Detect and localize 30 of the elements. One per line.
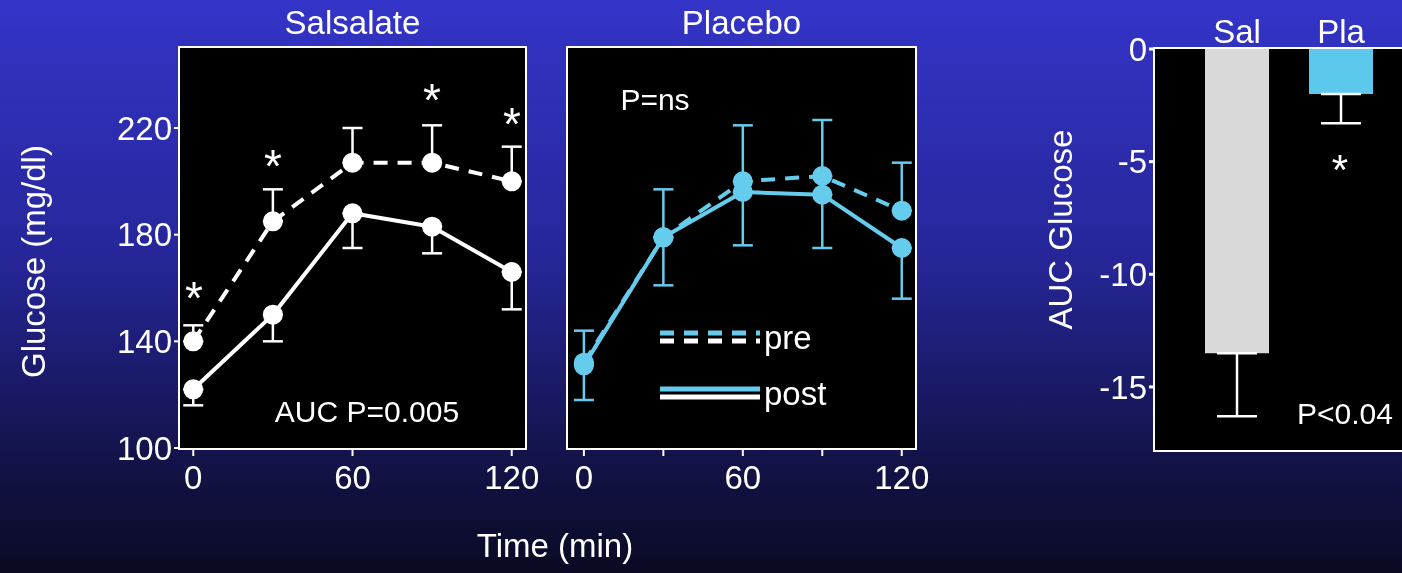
annotation: AUC P=0.005 bbox=[274, 395, 460, 428]
chart-title: Placebo bbox=[680, 4, 803, 42]
chart-title: Salsalate bbox=[283, 4, 422, 42]
annotation: P<0.04 bbox=[1297, 397, 1393, 430]
y-tick-label: 100 bbox=[116, 429, 172, 467]
x-tick-label: 60 bbox=[724, 459, 762, 497]
annotation: * bbox=[503, 98, 521, 150]
y-tick-label: -5 bbox=[1117, 143, 1147, 181]
x-tick-label: Sal bbox=[1213, 13, 1261, 50]
annotation: * bbox=[185, 272, 203, 324]
y-axis-title: Glucose (mg/dl) bbox=[14, 145, 52, 378]
annotation: * bbox=[1331, 146, 1349, 193]
annotation: * bbox=[264, 140, 282, 192]
y-tick-label: -10 bbox=[1099, 256, 1147, 293]
y-tick-label: 140 bbox=[116, 323, 172, 361]
annotation: P=ns bbox=[620, 83, 690, 116]
legend-label: pre bbox=[764, 319, 812, 357]
x-tick-label: 0 bbox=[574, 459, 594, 497]
x-tick-label: Pla bbox=[1317, 13, 1366, 50]
y-axis-title: AUC Glucose bbox=[1041, 129, 1079, 330]
annotation: * bbox=[423, 74, 441, 126]
x-tick-label: 120 bbox=[484, 459, 540, 497]
y-tick-label: 220 bbox=[116, 109, 172, 147]
x-tick-label: 120 bbox=[874, 459, 930, 497]
y-tick-label: -15 bbox=[1099, 368, 1147, 406]
x-tick-label: 0 bbox=[184, 459, 203, 497]
legend-label: post bbox=[764, 375, 827, 413]
x-axis-title: Time (min) bbox=[475, 527, 635, 565]
y-tick-label: 180 bbox=[116, 216, 172, 254]
x-tick-label: 60 bbox=[334, 459, 371, 497]
